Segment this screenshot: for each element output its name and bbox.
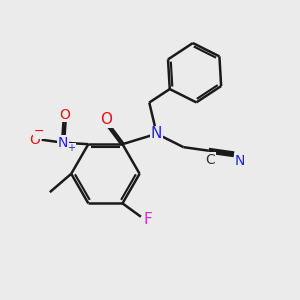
Text: N: N — [151, 126, 162, 141]
Text: −: − — [34, 125, 44, 138]
Text: +: + — [68, 143, 75, 153]
Text: C: C — [205, 153, 215, 166]
Text: N: N — [58, 136, 68, 150]
Text: N: N — [235, 154, 245, 168]
Text: F: F — [143, 212, 152, 226]
Text: O: O — [59, 108, 70, 122]
Text: O: O — [30, 133, 40, 147]
Text: O: O — [100, 112, 112, 127]
